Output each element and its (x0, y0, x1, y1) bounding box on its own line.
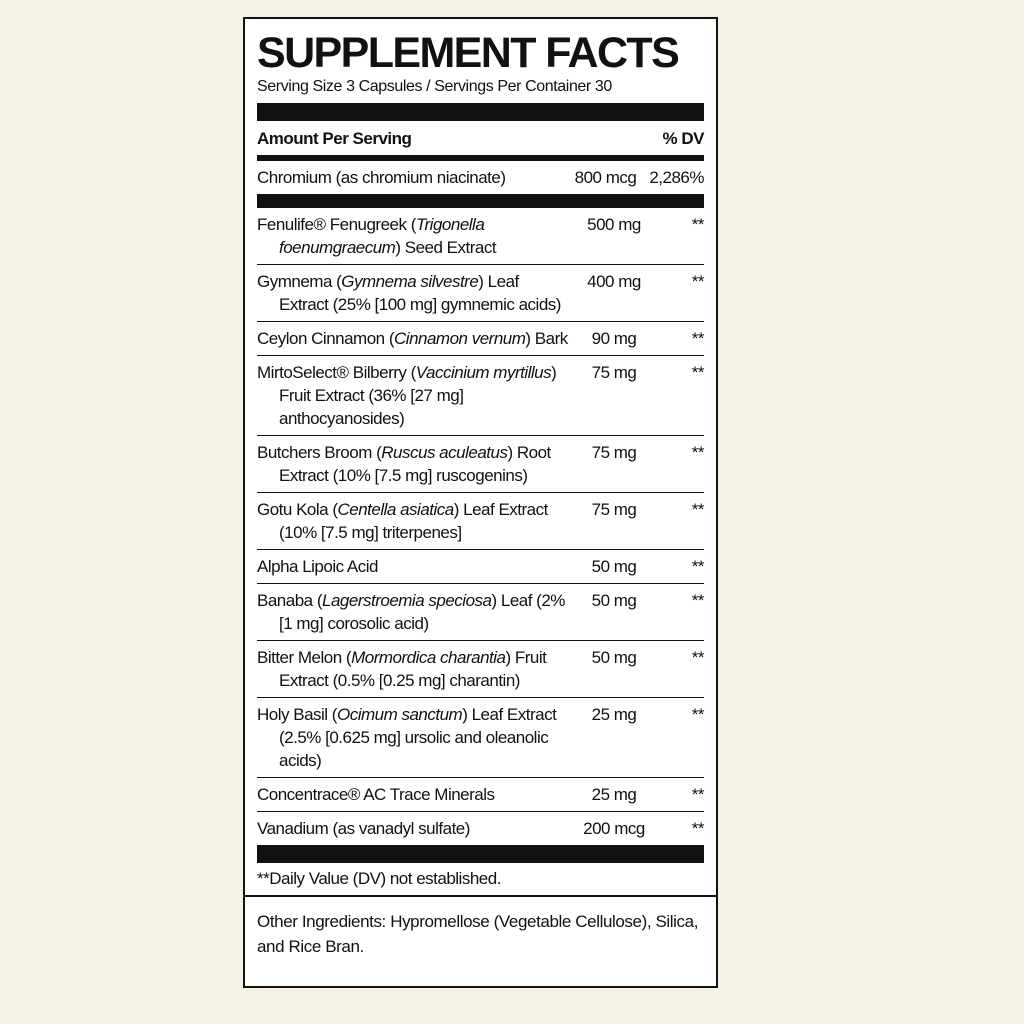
daily-value: ** (691, 363, 705, 382)
amount: 75 mg (591, 500, 637, 519)
latin-name: Ocimum sanctum (336, 705, 463, 724)
latin-name: Mormordica charantia (351, 648, 506, 667)
ingredient-row: Alpha Lipoic Acid 50 mg ** (257, 550, 705, 584)
serving-info: Serving Size 3 Capsules / Servings Per C… (257, 78, 612, 95)
supplement-facts-label: SUPPLEMENT FACTS Serving Size 3 Capsules… (243, 17, 718, 988)
column-label: % DV (662, 129, 705, 148)
amount: 400 mg (587, 272, 641, 291)
name-part: Alpha Lipoic Acid (257, 557, 378, 576)
ingredient-row: Concentrace® AC Trace Minerals 25 mg ** (257, 778, 705, 812)
daily-value: ** (691, 648, 705, 667)
name-part: ) Bark (525, 329, 568, 348)
other-ingredients: Other Ingredients: Hypromellose (Vegetab… (257, 912, 699, 956)
ingredient-row: Chromium (as chromium niacinate) 800 mcg 2… (257, 161, 704, 194)
ingredient-name: Concentrace® AC Trace Minerals (257, 783, 569, 806)
name-part: Concentrace® AC Trace Minerals (257, 785, 495, 804)
medium-bar (257, 155, 704, 161)
latin-name: Trigonella foenumgraecum (279, 215, 485, 257)
ingredient-row: Banaba (Lagerstroemia speciosa) Leaf (2%… (257, 584, 705, 641)
name-part: Chromium (as chromium niacinate) (257, 168, 506, 187)
daily-value: ** (691, 591, 705, 610)
name-part: Gotu Kola ( (257, 500, 338, 519)
latin-name: Vaccinium myrtillus (415, 363, 552, 382)
name-part: Vanadium (as vanadyl sulfate) (257, 819, 470, 838)
name-part: ) Seed Extract (395, 238, 497, 257)
thick-bar (257, 845, 704, 863)
amount: 75 mg (591, 363, 637, 382)
label-header: SUPPLEMENT FACTS Serving Size 3 Capsules… (245, 29, 716, 895)
name-part: ) Leaf (2% [1 mg] corosolic acid) (279, 591, 565, 633)
ingredient-row: Ceylon Cinnamon (Cinnamon vernum) Bark 90… (257, 322, 705, 356)
ingredient-name: Banaba (Lagerstroemia speciosa) Leaf (2%… (257, 589, 569, 635)
daily-value: ** (691, 819, 705, 838)
amount: 500 mg (587, 215, 641, 234)
footnote: **Daily Value (DV) not established. (257, 869, 501, 888)
daily-value: ** (691, 557, 705, 576)
name-part: Ceylon Cinnamon ( (257, 329, 395, 348)
daily-value: ** (691, 443, 705, 462)
daily-value: ** (691, 705, 705, 724)
name-part: Banaba ( (257, 591, 323, 610)
ingredient-row: MirtoSelect® Bilberry (Vaccinium myrtill… (257, 356, 705, 436)
daily-value: 2,286% (649, 168, 704, 187)
name-part: Bitter Melon ( (257, 648, 352, 667)
ingredient-name: Gymnema (Gymnema silvestre) Leaf Extract… (257, 270, 569, 316)
ingredient-name: Alpha Lipoic Acid (257, 555, 569, 578)
amount: 25 mg (591, 705, 637, 724)
daily-value: ** (691, 785, 705, 804)
separator (245, 895, 716, 897)
amount: 75 mg (591, 443, 637, 462)
ingredient-name: Gotu Kola (Centella asiatica) Leaf Extra… (257, 498, 569, 544)
amount: 50 mg (591, 557, 637, 576)
ingredient-row: Butchers Broom (Ruscus aculeatus) Root E… (257, 436, 705, 493)
name-part: ) Fruit Extract (36% [27 mg] anthocyanos… (279, 363, 557, 428)
latin-name: Cinnamon vernum (394, 329, 526, 348)
title: SUPPLEMENT FACTS (257, 29, 680, 77)
ingredient-name: Fenulife® Fenugreek (Trigonella foenumgr… (257, 213, 569, 259)
ingredient-name: Butchers Broom (Ruscus aculeatus) Root E… (257, 441, 569, 487)
column-header: Amount Per Serving % DV (257, 121, 705, 151)
ingredient-name: Bitter Melon (Mormordica charantia) Frui… (257, 646, 569, 692)
ingredient-name: Holy Basil (Ocimum sanctum) Leaf Extract… (257, 703, 569, 772)
ingredient-name: Vanadium (as vanadyl sulfate) (257, 817, 569, 840)
daily-value: ** (691, 215, 705, 234)
name-part: ) Fruit Extract (0.5% [0.25 mg] charanti… (279, 648, 547, 690)
name-part: ) Leaf Extract (10% [7.5 mg] triterpenes… (279, 500, 548, 542)
amount: 800 mcg (574, 168, 637, 187)
ingredient-name: MirtoSelect® Bilberry (Vaccinium myrtill… (257, 361, 569, 430)
amount: 50 mg (591, 591, 637, 610)
name-part: Gymnema ( (257, 272, 342, 291)
daily-value: ** (691, 500, 705, 519)
latin-name: Centella asiatica (337, 500, 455, 519)
ingredient-name: Ceylon Cinnamon (Cinnamon vernum) Bark (257, 327, 569, 350)
ingredient-row: Gymnema (Gymnema silvestre) Leaf Extract… (257, 265, 705, 322)
thick-bar (257, 194, 704, 208)
ingredient-row: Bitter Melon (Mormordica charantia) Frui… (257, 641, 705, 698)
ingredient-table: Chromium (as chromium niacinate) 800 mcg 2… (257, 161, 705, 845)
name-part: MirtoSelect® Bilberry ( (257, 363, 416, 382)
ingredient-row: Gotu Kola (Centella asiatica) Leaf Extra… (257, 493, 705, 550)
ingredient-row: Holy Basil (Ocimum sanctum) Leaf Extract… (257, 698, 705, 778)
latin-name: Gymnema silvestre (341, 272, 479, 291)
name-part: ) Root Extract (10% [7.5 mg] ruscogenins… (279, 443, 551, 485)
ingredient-row: Fenulife® Fenugreek (Trigonella foenumgr… (257, 208, 705, 265)
name-part: Fenulife® Fenugreek ( (257, 215, 416, 234)
latin-name: Lagerstroemia speciosa (322, 591, 492, 610)
daily-value: ** (691, 329, 705, 348)
ingredient-name: Chromium (as chromium niacinate) (257, 166, 562, 189)
column-label: Amount Per Serving (257, 129, 412, 148)
amount: 200 mcg (583, 819, 645, 838)
name-part: ) Leaf Extract (25% [100 mg] gymnemic ac… (279, 272, 561, 314)
latin-name: Ruscus aculeatus (381, 443, 508, 462)
thick-bar (257, 103, 704, 121)
name-part: Holy Basil ( (257, 705, 337, 724)
amount: 50 mg (591, 648, 637, 667)
name-part: Butchers Broom ( (257, 443, 382, 462)
amount: 90 mg (591, 329, 637, 348)
name-part: ) Leaf Extract (2.5% [0.625 mg] ursolic … (279, 705, 557, 770)
ingredient-row: Vanadium (as vanadyl sulfate) 200 mcg ** (257, 812, 705, 845)
amount: 25 mg (591, 785, 637, 804)
daily-value: ** (691, 272, 705, 291)
